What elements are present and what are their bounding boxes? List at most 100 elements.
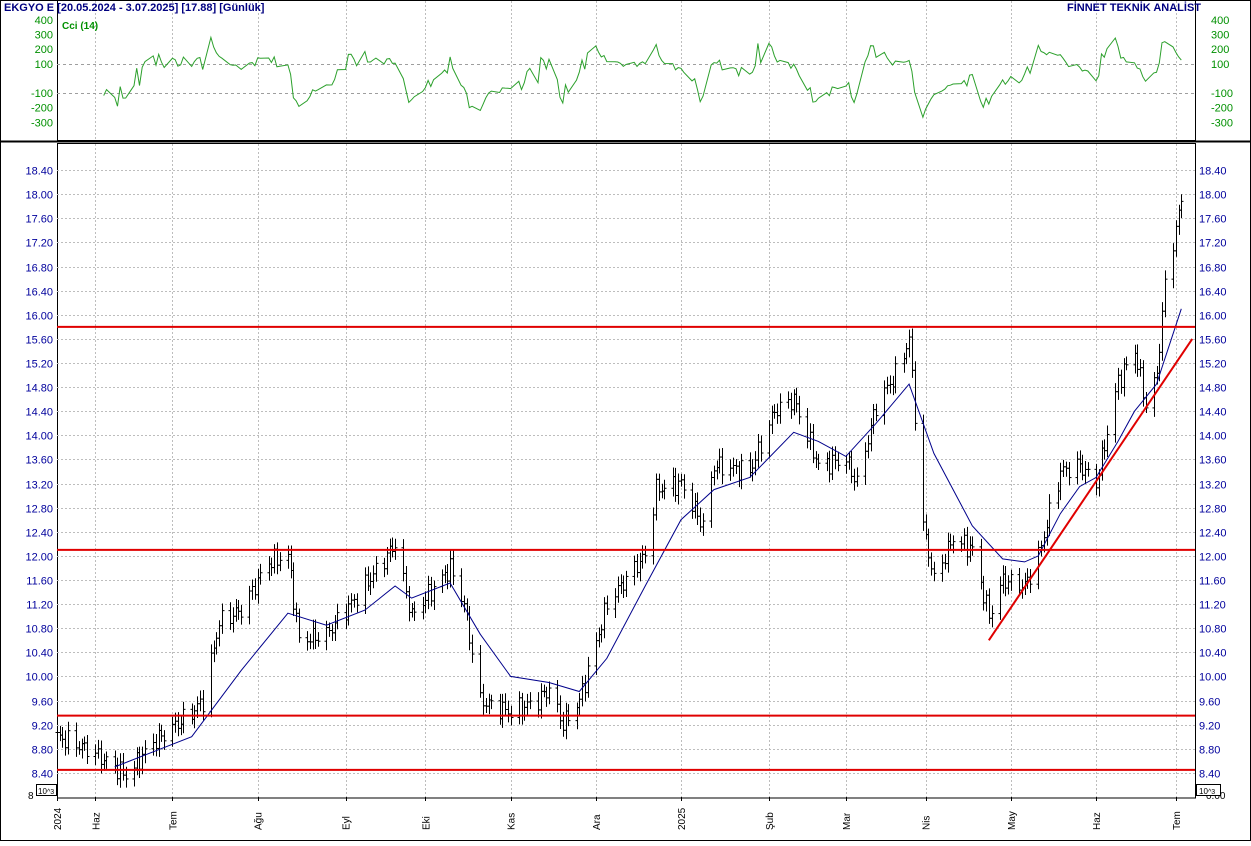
ohlc-bar [272, 544, 277, 574]
ohlc-bar [926, 528, 931, 567]
ohlc-bar [946, 532, 951, 573]
y-tick-label-left: 13.20 [25, 480, 53, 492]
ohlc-bar [1119, 369, 1124, 394]
ohlc-bar [984, 590, 989, 612]
moving-average-line [114, 308, 1182, 768]
ohlc-bar [643, 545, 648, 564]
ohlc-bar [239, 605, 244, 625]
ohlc-bar [1163, 270, 1168, 318]
ohlc-bar [181, 701, 186, 734]
ohlc-bar [1078, 450, 1083, 473]
ohlc-bar [1067, 462, 1072, 486]
ohlc-bar [1135, 344, 1140, 377]
unit-label-right: 10 [1199, 787, 1208, 796]
ohlc-bar [852, 468, 857, 491]
ohlc-bar [542, 684, 547, 698]
ohlc-bar [948, 533, 953, 551]
cci-tick-label-right: -300 [1211, 117, 1233, 129]
ohlc-bar [1179, 194, 1184, 219]
ohlc-bar [816, 453, 821, 470]
ohlc-bar [209, 644, 214, 718]
ohlc-bar [756, 434, 761, 468]
ohlc-bar [423, 591, 428, 614]
ohlc-bar [536, 692, 541, 718]
ohlc-bar [487, 693, 492, 715]
ohlc-bar [135, 747, 140, 776]
ohlc-bar [503, 693, 508, 716]
ohlc-bar [547, 681, 552, 705]
y-tick-label-right: 13.20 [1199, 480, 1227, 492]
ohlc-bar [613, 588, 618, 619]
ohlc-bar [1116, 367, 1121, 400]
x-tick-label: Ağu [254, 812, 265, 830]
ohlc-bar [121, 752, 126, 781]
y-tick-label-right: 14.00 [1199, 431, 1227, 443]
y-tick-label-right: 8.40 [1199, 769, 1220, 781]
y-tick-label-right: 11.20 [1199, 600, 1226, 612]
ohlc-bar [698, 507, 703, 533]
ohlc-bar [827, 450, 832, 483]
ohlc-bar [294, 602, 299, 623]
y-tick-label-left: 16.80 [25, 263, 53, 275]
ohlc-bar [583, 674, 588, 702]
ohlc-bar [869, 418, 874, 452]
ohlc-bar [250, 579, 255, 600]
y-tick-label-left: 12.80 [25, 504, 53, 516]
ohlc-bar [346, 595, 351, 626]
ohlc-bar [506, 700, 511, 723]
ohlc-bar [385, 547, 390, 575]
ohlc-bar [805, 407, 810, 449]
x-tick-label: Kas [507, 813, 518, 830]
ohlc-bar [863, 442, 868, 485]
ohlc-bar [1171, 243, 1176, 289]
unit-box-right [1196, 784, 1221, 796]
ohlc-bar [432, 580, 437, 610]
ohlc-bar [874, 403, 879, 422]
ohlc-bar [682, 474, 687, 499]
ohlc-bar [412, 601, 417, 621]
ohlc-bar [256, 568, 261, 604]
ohlc-bar [77, 741, 82, 755]
cci-tick-label-left: 400 [35, 15, 53, 27]
ohlc-bar [671, 467, 676, 497]
y-tick-label-left: 9.20 [32, 721, 53, 733]
ohlc-bar [913, 361, 918, 431]
ohlc-bar [390, 537, 395, 558]
ohlc-bar [893, 356, 898, 394]
ohlc-bar [750, 459, 755, 482]
ohlc-bar [1133, 344, 1138, 374]
cci-tick-label-left: 300 [35, 30, 53, 42]
ohlc-bar [970, 536, 975, 556]
ohlc-bar [811, 423, 816, 464]
ohlc-bar [676, 473, 681, 505]
y-tick-label-right: 12.00 [1199, 552, 1227, 564]
ohlc-bar [93, 744, 98, 766]
ohlc-bar [891, 375, 896, 396]
x-tick-label: Tem [1172, 811, 1183, 830]
x-tick-label: Tem [168, 811, 179, 830]
ohlc-bar [451, 549, 456, 585]
ohlc-bar [1039, 540, 1044, 557]
unit-label-left-exp: ^3 [47, 789, 54, 796]
ohlc-bar [1061, 459, 1066, 478]
y-tick-label-left: 11.20 [26, 600, 53, 612]
ohlc-bar [520, 692, 525, 725]
ohlc-bar [316, 632, 321, 647]
ohlc-bar [544, 686, 549, 707]
ohlc-bar [80, 738, 85, 759]
ohlc-bar [767, 420, 772, 459]
cci-line [103, 35, 1182, 119]
ohlc-bar [635, 553, 640, 578]
y-tick-label-right: 12.80 [1199, 504, 1227, 516]
ohlc-bar [1080, 454, 1085, 481]
ohlc-bar [657, 473, 662, 501]
ohlc-bar [500, 693, 505, 728]
ohlc-bar [638, 552, 643, 582]
ohlc-bar [932, 561, 937, 582]
ohlc-bar [558, 695, 563, 729]
y-tick-label-right: 18.40 [1199, 166, 1227, 178]
ohlc-bar [866, 435, 871, 459]
cci-tick-label-right: -100 [1211, 88, 1233, 100]
y-tick-label-right: 11.60 [1199, 576, 1226, 588]
